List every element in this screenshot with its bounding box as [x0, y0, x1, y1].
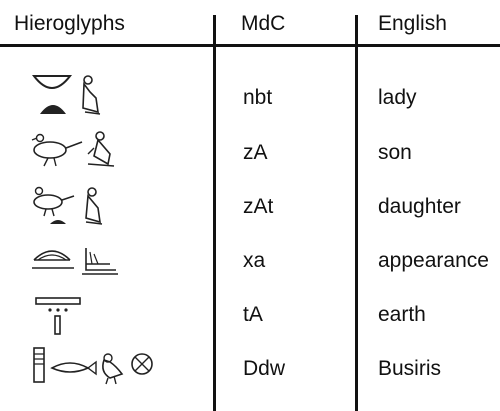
column-divider-left: [213, 15, 216, 411]
english-cell: earth: [378, 303, 426, 326]
mdc-cell: zAt: [243, 195, 274, 218]
strip-of-land-with-grains-icon: [30, 294, 140, 344]
header-hieroglyphs: Hieroglyphs: [14, 12, 125, 35]
english-cell: lady: [378, 86, 417, 109]
mdc-cell: tA: [243, 303, 263, 326]
english-cell: Busiris: [378, 357, 442, 380]
column-divider-right: [355, 15, 358, 411]
english-cell: daughter: [378, 195, 461, 218]
english-cell: son: [378, 141, 412, 164]
mdc-cell: zA: [243, 141, 268, 164]
sunrise-over-hill-and-stairs-icon: [30, 240, 140, 285]
mdc-cell: xa: [243, 249, 266, 272]
english-cell: appearance: [378, 249, 489, 272]
header-mdc: MdC: [241, 12, 286, 35]
mdc-cell: nbt: [243, 86, 273, 109]
mdc-cell: Ddw: [243, 357, 286, 380]
pintail-duck-and-seated-man-icon: [30, 128, 140, 178]
header-english: English: [378, 12, 447, 35]
bowl-and-seated-woman-icon: [30, 70, 140, 125]
djed-pillar-fish-bird-and-city-icon: [30, 344, 160, 394]
header-divider: [0, 44, 500, 47]
pintail-duck-bread-and-seated-woman-icon: [30, 184, 140, 234]
